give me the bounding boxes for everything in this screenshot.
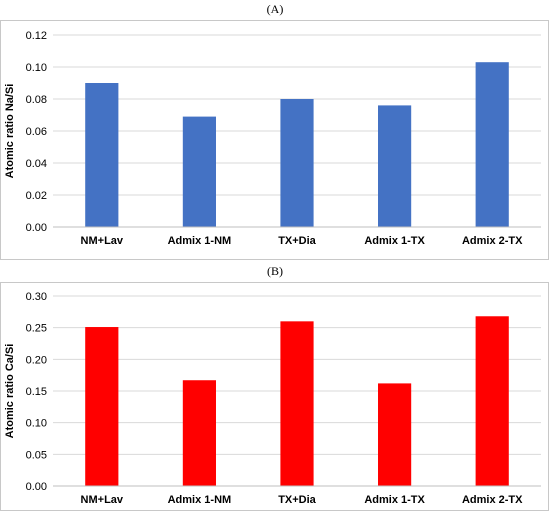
y-tick-label: 0.00	[26, 481, 47, 493]
x-category-label: Admix 2-TX	[462, 235, 523, 247]
bar	[280, 99, 314, 227]
x-category-label: TX+Dia	[278, 494, 316, 506]
chart-b: 0.00 0.05 0.10 0.15 0.20 0.25 0.30 NM+Lav Admix …	[4, 291, 541, 506]
y-tick-label: 0.30	[26, 291, 47, 303]
y-tick-label: 0.04	[26, 158, 47, 170]
bar	[378, 105, 412, 227]
bar	[182, 116, 216, 227]
x-category-label: NM+Lav	[81, 235, 124, 247]
chart-b-frame: 0.00 0.05 0.10 0.15 0.20 0.25 0.30 NM+Lav Admix …	[0, 282, 549, 511]
bar	[182, 380, 216, 486]
y-tick-label: 0.12	[26, 30, 47, 42]
y-tick-label: 0.08	[26, 94, 47, 106]
x-category-label: Admix 1-NM	[168, 235, 232, 247]
y-tick-label: 0.10	[26, 418, 47, 430]
y-axis-label: Atomic ratio Ca/Si	[4, 344, 16, 439]
x-category-label: NM+Lav	[81, 494, 124, 506]
chart-a-frame: 0.00 0.02 0.04 0.06 0.08 0.10 0.12 NM+Lav Admix …	[0, 20, 549, 260]
x-category-label: Admix 1-NM	[168, 494, 232, 506]
x-category-label: Admix 1-TX	[364, 494, 425, 506]
y-tick-label: 0.10	[26, 62, 47, 74]
y-tick-label: 0.02	[26, 190, 47, 202]
x-category-label: Admix 1-TX	[364, 235, 425, 247]
y-axis-label: Atomic ratio Na/Si	[4, 84, 16, 179]
x-category-label: TX+Dia	[278, 235, 316, 247]
chart-a: 0.00 0.02 0.04 0.06 0.08 0.10 0.12 NM+Lav Admix …	[4, 30, 541, 247]
x-category-label: Admix 2-TX	[462, 494, 523, 506]
bar	[280, 321, 314, 486]
bar	[475, 62, 509, 228]
y-tick-label: 0.25	[26, 323, 47, 335]
panel-b-label: (B)	[267, 264, 283, 278]
y-tick-label: 0.15	[26, 386, 47, 398]
bar	[475, 316, 509, 486]
bar	[85, 83, 119, 227]
bar	[85, 327, 119, 486]
y-tick-label: 0.05	[26, 449, 47, 461]
y-tick-label: 0.06	[26, 126, 47, 138]
y-tick-label: 0.00	[26, 222, 47, 234]
y-tick-label: 0.20	[26, 354, 47, 366]
panel-a-label: (A)	[266, 2, 284, 16]
bar	[378, 383, 412, 486]
